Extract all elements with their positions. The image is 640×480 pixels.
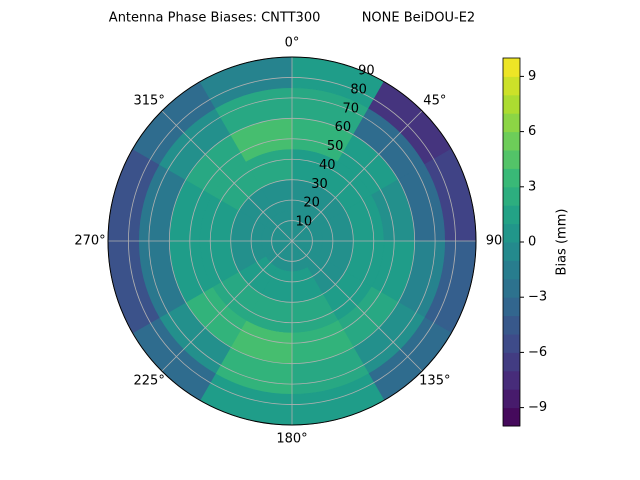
r-tick-label: 60 xyxy=(335,120,352,135)
r-tick-label: 70 xyxy=(342,101,359,116)
colorbar-band xyxy=(503,297,520,317)
colorbar-tick-label: −3 xyxy=(528,290,547,305)
theta-tick-label: 45° xyxy=(423,93,446,108)
colorbar-band xyxy=(503,58,520,77)
colorbar-band xyxy=(503,131,520,151)
grid-spoke xyxy=(291,110,423,242)
r-tick-label: 20 xyxy=(303,196,320,211)
colorbar-band xyxy=(503,334,520,353)
colorbar-band xyxy=(503,389,520,409)
theta-tick-label: 270° xyxy=(74,234,105,249)
colorbar-label: Bias (mm) xyxy=(555,209,570,276)
colorbar-tick-label: 9 xyxy=(528,69,536,84)
grid-spoke xyxy=(291,240,423,372)
theta-tick-label: 90 xyxy=(486,234,503,249)
colorbar-band xyxy=(503,94,520,114)
r-tick-label: 90 xyxy=(358,64,375,79)
colorbar-tick-label: 6 xyxy=(528,124,536,139)
colorbar-band xyxy=(503,407,520,427)
colorbar-band xyxy=(503,370,520,390)
colorbar-tick-label: 3 xyxy=(528,179,536,194)
colorbar-band xyxy=(503,260,520,280)
grid-spoke xyxy=(161,240,293,372)
theta-tick-label: 315° xyxy=(134,93,165,108)
colorbar-band xyxy=(503,352,520,372)
theta-tick-label: 180° xyxy=(276,432,307,447)
theta-tick-label: 135° xyxy=(419,374,450,389)
colorbar-band xyxy=(503,150,520,169)
colorbar-band xyxy=(503,186,520,206)
r-tick-label: 50 xyxy=(327,139,344,154)
r-tick-label: 10 xyxy=(296,215,313,230)
colorbar-band xyxy=(503,242,520,261)
colorbar-tick-label: −9 xyxy=(528,400,547,415)
grid-spoke xyxy=(161,110,293,242)
colorbar-tick-label: 0 xyxy=(528,235,536,250)
colorbar-band xyxy=(503,168,520,188)
theta-tick-label: 0° xyxy=(285,36,300,51)
colorbar-tick-label: −6 xyxy=(528,345,547,360)
colorbar-band xyxy=(503,223,520,243)
r-tick-label: 30 xyxy=(311,177,328,192)
colorbar-band xyxy=(503,113,520,133)
colorbar-band xyxy=(503,278,520,298)
colorbar-band xyxy=(503,76,520,96)
colorbar-band xyxy=(503,205,520,225)
chart-title: Antenna Phase Biases: CNTT300 NONE BeiDO… xyxy=(109,11,475,26)
theta-tick-label: 225° xyxy=(134,374,165,389)
polar-frame xyxy=(107,56,477,426)
r-tick-label: 40 xyxy=(319,158,336,173)
r-tick-label: 80 xyxy=(350,82,367,97)
colorbar-band xyxy=(503,315,520,335)
